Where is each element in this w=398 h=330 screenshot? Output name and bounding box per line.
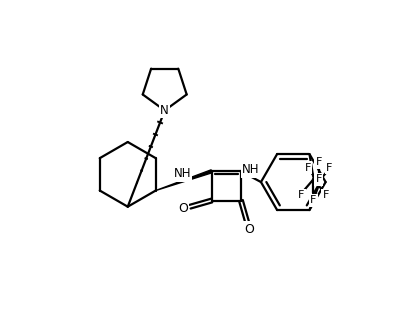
Text: F: F — [310, 195, 316, 205]
Text: F: F — [316, 157, 322, 167]
Text: O: O — [178, 203, 188, 215]
Text: NH: NH — [242, 163, 259, 176]
Text: F: F — [322, 190, 329, 200]
Polygon shape — [156, 170, 212, 190]
Text: O: O — [244, 222, 254, 236]
Text: NH: NH — [174, 167, 191, 181]
Text: F: F — [326, 163, 333, 173]
Text: F: F — [298, 190, 304, 200]
Text: F: F — [305, 163, 311, 173]
Text: F: F — [316, 174, 322, 184]
Text: N: N — [160, 104, 169, 117]
